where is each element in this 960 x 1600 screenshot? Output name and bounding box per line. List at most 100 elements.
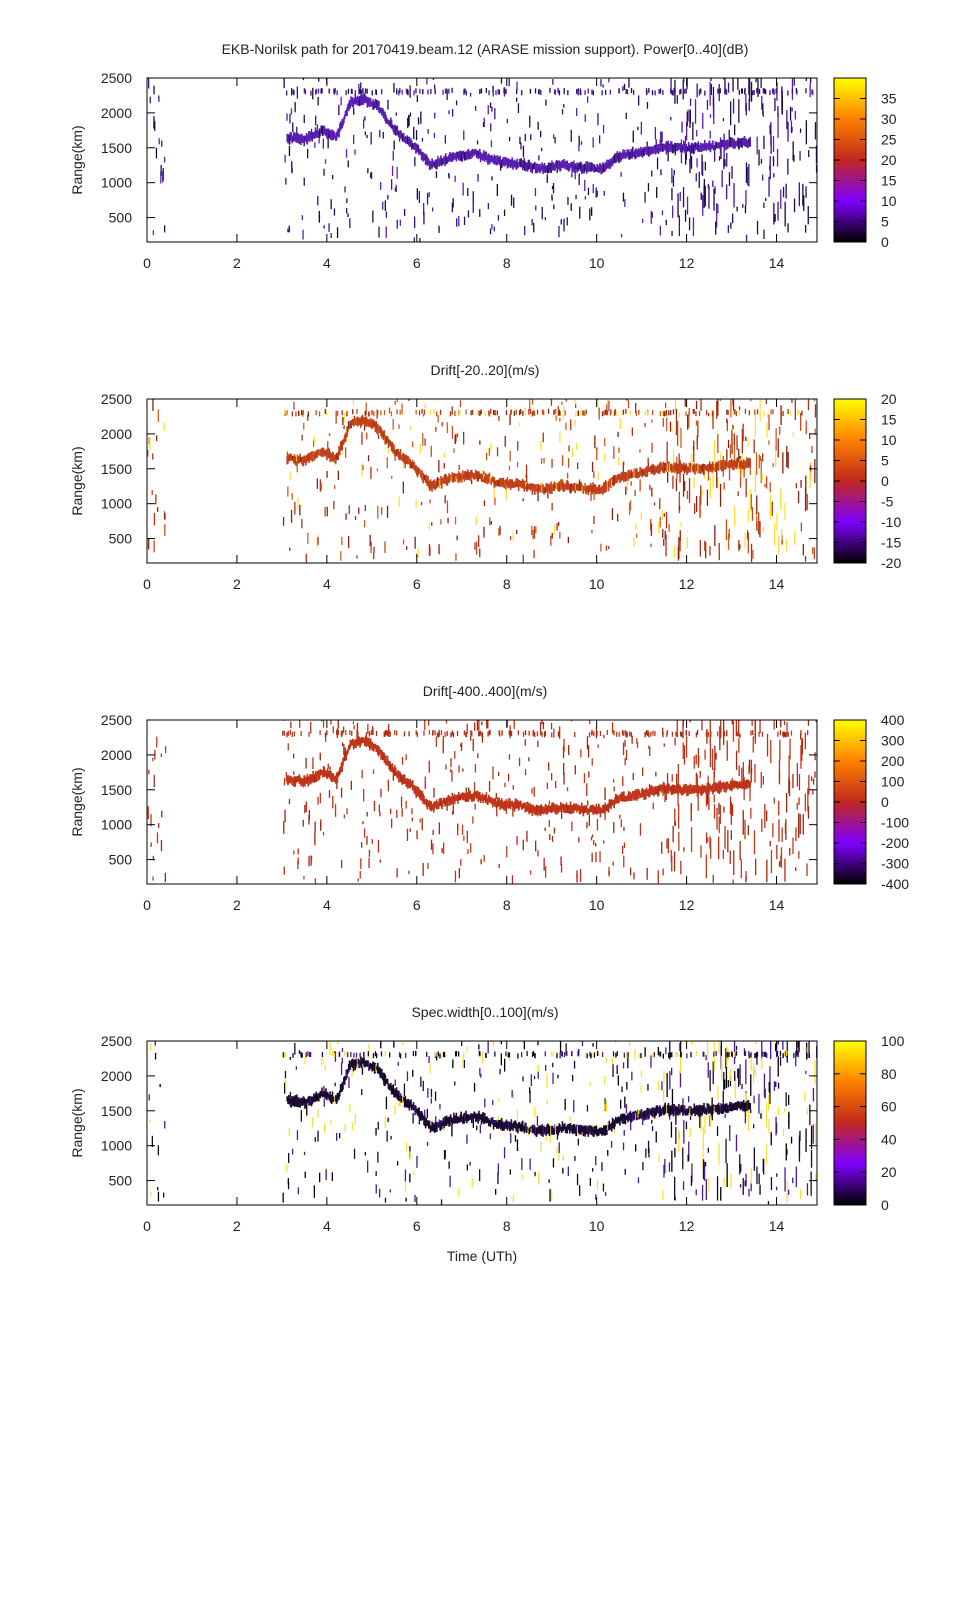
x-tick-label: 12 xyxy=(679,255,695,271)
echo-mark xyxy=(784,858,786,882)
echo-mark xyxy=(676,720,678,732)
trace-mark xyxy=(723,785,726,793)
echo-mark xyxy=(577,90,579,96)
echo-mark xyxy=(407,117,409,129)
echo-mark xyxy=(423,730,425,736)
echo-mark xyxy=(797,490,800,504)
echo-mark xyxy=(492,766,494,780)
echo-mark xyxy=(318,214,321,219)
echo-mark xyxy=(460,743,462,747)
echo-mark xyxy=(661,131,663,143)
trace-mark xyxy=(454,155,457,160)
echo-mark xyxy=(754,732,756,738)
echo-mark xyxy=(496,183,498,196)
echo-mark xyxy=(396,399,398,402)
echo-mark xyxy=(712,467,714,490)
echo-mark xyxy=(288,798,291,805)
echo-mark xyxy=(301,519,303,529)
x-tick-label: 8 xyxy=(503,255,511,271)
echo-mark xyxy=(550,535,552,546)
echo-mark xyxy=(487,720,489,729)
echo-mark xyxy=(391,179,393,190)
echo-mark xyxy=(551,533,553,539)
echo-mark xyxy=(650,523,653,536)
echo-mark xyxy=(753,90,755,95)
trace-mark xyxy=(377,100,379,110)
echo-mark xyxy=(727,1080,729,1088)
echo-mark xyxy=(553,134,555,139)
trace-mark xyxy=(578,162,581,169)
echo-mark xyxy=(662,90,664,96)
echo-mark xyxy=(651,1119,653,1124)
echo-mark xyxy=(769,90,771,96)
trace-mark xyxy=(544,1127,547,1135)
trace-mark xyxy=(305,776,308,782)
trace-mark xyxy=(667,461,670,471)
echo-mark xyxy=(387,194,389,200)
echo-mark xyxy=(687,1154,689,1162)
trace-mark xyxy=(301,135,304,143)
echo-mark xyxy=(404,1182,407,1192)
echo-mark xyxy=(479,89,481,95)
echo-mark xyxy=(333,500,335,510)
trace-mark xyxy=(674,462,676,473)
echo-mark xyxy=(349,730,351,735)
echo-mark xyxy=(719,804,721,824)
echo-mark xyxy=(541,409,544,415)
echo-mark xyxy=(511,720,513,721)
echo-mark xyxy=(663,1164,665,1178)
trace-mark xyxy=(619,473,621,483)
echo-mark xyxy=(563,1052,566,1058)
trace-mark xyxy=(538,164,540,172)
trace-mark xyxy=(704,464,706,469)
echo-mark xyxy=(748,1188,750,1197)
echo-mark xyxy=(432,207,434,212)
echo-mark xyxy=(586,736,589,750)
echo-mark xyxy=(674,399,677,412)
echo-mark xyxy=(367,455,370,462)
echo-mark xyxy=(475,105,477,111)
echo-mark xyxy=(580,749,582,758)
echo-mark xyxy=(714,525,716,546)
echo-mark xyxy=(549,834,551,840)
echo-mark xyxy=(338,104,340,116)
echo-mark xyxy=(563,772,565,785)
echo-mark xyxy=(684,210,687,222)
echo-mark xyxy=(587,88,589,94)
echo-mark xyxy=(366,88,368,94)
trace-mark xyxy=(684,144,687,155)
echo-mark xyxy=(322,720,325,728)
echo-mark xyxy=(479,1067,481,1076)
echo-mark xyxy=(384,730,386,736)
echo-mark xyxy=(750,1052,752,1058)
echo-mark xyxy=(592,1043,594,1047)
echo-mark xyxy=(422,863,424,876)
trace-mark xyxy=(612,156,615,164)
echo-mark xyxy=(585,1053,587,1058)
echo-mark xyxy=(663,411,665,416)
echo-mark xyxy=(419,238,421,242)
y-tick-label: 1500 xyxy=(101,782,132,798)
echo-mark xyxy=(678,412,681,417)
echo-mark xyxy=(762,526,765,533)
echo-mark xyxy=(670,116,672,121)
echo-mark xyxy=(676,1051,678,1057)
echo-mark xyxy=(397,1161,399,1166)
trace-mark xyxy=(469,1115,471,1120)
trace-mark xyxy=(488,472,491,483)
echo-mark xyxy=(741,429,743,454)
trace-mark xyxy=(517,482,520,491)
trace-mark xyxy=(503,801,505,811)
echo-mark xyxy=(495,793,497,799)
echo-mark xyxy=(155,494,157,505)
echo-mark xyxy=(558,409,560,415)
echo-mark xyxy=(580,141,583,145)
echo-mark xyxy=(442,740,444,754)
echo-mark xyxy=(601,1162,603,1171)
echo-mark xyxy=(789,848,791,856)
echo-mark xyxy=(795,867,797,871)
trace-mark xyxy=(534,1126,536,1136)
echo-mark xyxy=(353,1052,355,1058)
trace-mark xyxy=(462,474,465,480)
echo-mark xyxy=(766,414,769,418)
